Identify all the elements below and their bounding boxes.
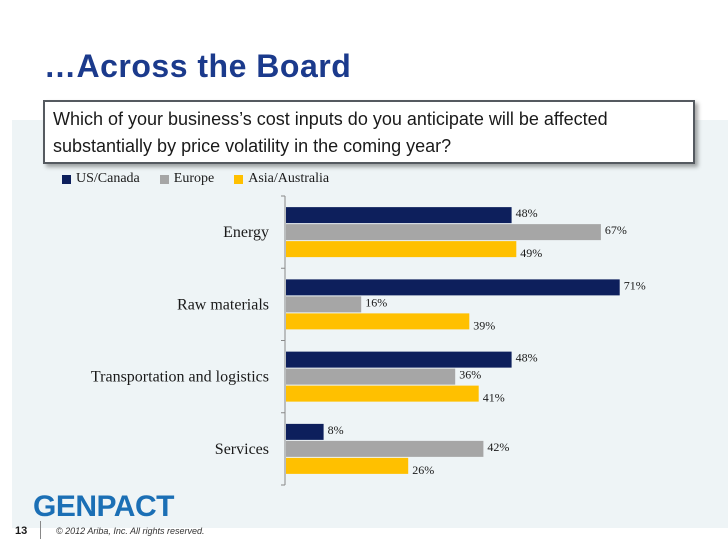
bar-asia-australia: [286, 241, 517, 258]
data-label-europe: 36%: [459, 368, 481, 382]
genpact-logo: GENPACT: [33, 490, 174, 523]
category-label: Raw materials: [177, 296, 269, 313]
data-label-asia-australia: 26%: [412, 463, 434, 477]
data-label-europe: 42%: [487, 440, 509, 454]
category-label: Transportation and logistics: [91, 369, 269, 386]
bar-asia-australia: [286, 457, 409, 474]
bar-us-canada: [286, 423, 324, 440]
legend-swatch-asia-australia: [234, 174, 244, 184]
legend-label-asia-australia: Asia/Australia: [248, 171, 330, 186]
copyright-text: © 2012 Ariba, Inc. All rights reserved.: [56, 526, 205, 536]
legend-label-us-canada: US/Canada: [76, 171, 140, 186]
slide-title: …Across the Board: [44, 48, 352, 84]
bar-asia-australia: [286, 313, 470, 330]
legend-item-europe: Europe: [159, 171, 215, 187]
bar-us-canada: [286, 207, 512, 224]
bar-us-canada: [286, 351, 512, 368]
legend-label-europe: Europe: [173, 171, 215, 186]
data-label-us-canada: 48%: [516, 206, 538, 220]
data-label-us-canada: 48%: [516, 351, 538, 365]
bar-europe: [286, 368, 456, 385]
data-label-us-canada: 8%: [328, 423, 344, 437]
legend-item-asia-australia: Asia/Australia: [234, 171, 329, 187]
legend-swatch-europe: [159, 174, 169, 184]
legend-swatch-us-canada: [62, 174, 71, 184]
bar-europe: [286, 440, 484, 457]
bar-europe: [286, 224, 601, 241]
chart-legend: US/Canada Europe Asia/Australia: [62, 171, 329, 187]
data-label-europe: 16%: [365, 295, 387, 309]
data-label-europe: 67%: [605, 223, 627, 237]
data-label-asia-australia: 39%: [473, 318, 495, 332]
data-label-us-canada: 71%: [624, 278, 646, 292]
bar-us-canada: [286, 279, 620, 296]
survey-question: Which of your business’s cost inputs do …: [43, 100, 695, 164]
category-label: Energy: [223, 224, 269, 241]
data-label-asia-australia: 49%: [520, 246, 542, 260]
footer-divider: [40, 521, 41, 539]
page-number: 13: [15, 525, 28, 537]
legend-item-us-canada: US/Canada: [62, 171, 140, 187]
category-label: Services: [215, 441, 269, 458]
bar-asia-australia: [286, 385, 479, 402]
bar-europe: [286, 296, 362, 313]
data-label-asia-australia: 41%: [483, 391, 505, 405]
